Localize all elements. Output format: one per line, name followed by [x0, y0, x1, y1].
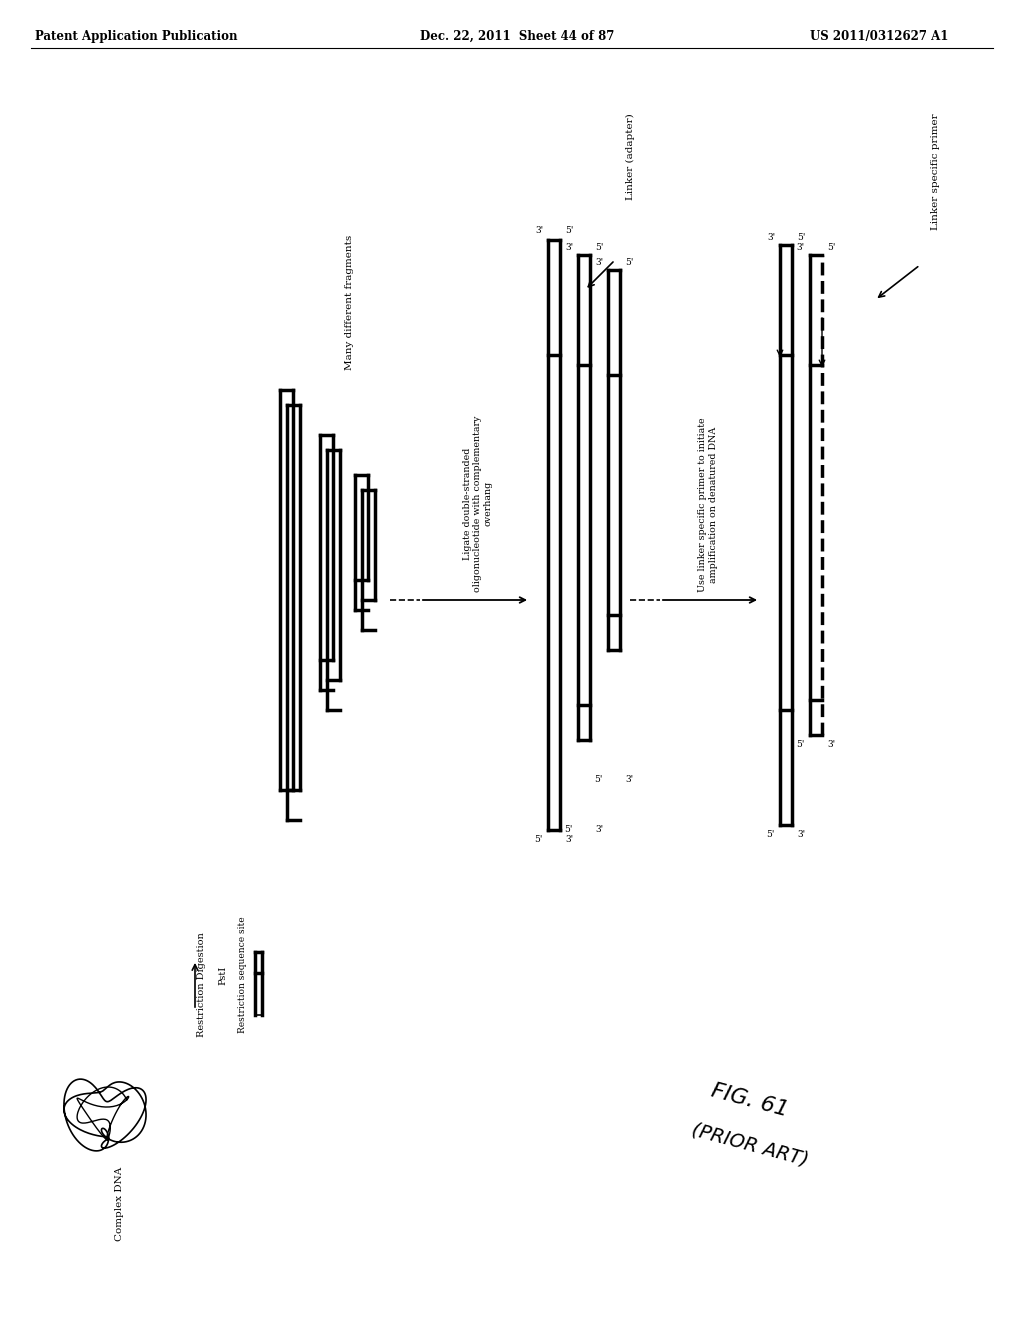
Text: Restriction sequence site: Restriction sequence site: [238, 916, 247, 1034]
Text: Patent Application Publication: Patent Application Publication: [35, 30, 238, 44]
Text: US 2011/0312627 A1: US 2011/0312627 A1: [810, 30, 948, 44]
Text: Use linker specific primer to initiate
amplification on denatured DNA: Use linker specific primer to initiate a…: [698, 417, 718, 591]
Text: 3': 3': [595, 825, 603, 834]
Text: 3': 3': [625, 775, 633, 784]
Text: Linker specific primer: Linker specific primer: [931, 114, 939, 230]
Text: 5': 5': [625, 257, 634, 267]
Text: 5': 5': [797, 741, 805, 748]
Text: 5': 5': [565, 226, 573, 235]
Text: 5': 5': [535, 836, 543, 843]
Text: 3': 3': [767, 234, 775, 242]
Text: Linker (adapter): Linker (adapter): [626, 114, 635, 201]
Text: Ligate double-stranded
oligonucleotide with complementary
overhang: Ligate double-stranded oligonucleotide w…: [463, 416, 493, 591]
Text: 3': 3': [595, 257, 603, 267]
Text: 5': 5': [827, 243, 836, 252]
Text: Complex DNA: Complex DNA: [116, 1167, 125, 1241]
Text: 3': 3': [797, 830, 805, 840]
Text: 3': 3': [797, 243, 805, 252]
Text: (PRIOR ART): (PRIOR ART): [689, 1121, 810, 1170]
Text: 5': 5': [595, 775, 603, 784]
Text: 5': 5': [595, 243, 603, 252]
Text: PstI: PstI: [218, 965, 227, 985]
Text: 5': 5': [767, 830, 775, 840]
Text: 3': 3': [827, 741, 836, 748]
Text: Restriction Digestion: Restriction Digestion: [197, 933, 206, 1038]
Text: Dec. 22, 2011  Sheet 44 of 87: Dec. 22, 2011 Sheet 44 of 87: [420, 30, 614, 44]
Text: 3': 3': [565, 243, 573, 252]
Text: Many different fragments: Many different fragments: [345, 235, 354, 370]
Text: 3': 3': [565, 836, 573, 843]
Text: 5': 5': [797, 234, 805, 242]
Text: FIG. 61: FIG. 61: [710, 1080, 791, 1119]
Text: 3': 3': [535, 226, 543, 235]
Text: 5': 5': [564, 825, 573, 834]
